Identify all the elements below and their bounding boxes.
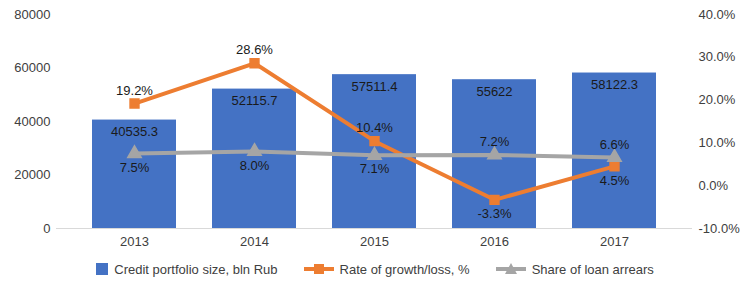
svg-text:2013: 2013: [120, 234, 149, 249]
svg-text:0: 0: [43, 221, 50, 236]
svg-text:10.4%: 10.4%: [356, 120, 393, 135]
svg-text:0.0%: 0.0%: [699, 178, 729, 193]
svg-text:20000: 20000: [14, 167, 50, 182]
svg-text:58122.3: 58122.3: [591, 77, 638, 92]
svg-text:7.2%: 7.2%: [480, 134, 510, 149]
svg-text:-10.0%: -10.0%: [699, 221, 741, 236]
svg-text:7.5%: 7.5%: [120, 160, 150, 175]
svg-text:55622: 55622: [476, 84, 512, 99]
svg-text:2015: 2015: [360, 234, 389, 249]
svg-text:2016: 2016: [480, 234, 509, 249]
svg-text:20.0%: 20.0%: [699, 92, 736, 107]
svg-text:57511.4: 57511.4: [351, 79, 397, 94]
svg-text:40000: 40000: [14, 114, 50, 129]
svg-text:40.0%: 40.0%: [699, 7, 736, 22]
svg-text:10.0%: 10.0%: [699, 135, 736, 150]
svg-text:80000: 80000: [14, 7, 50, 22]
svg-text:8.0%: 8.0%: [240, 158, 270, 173]
html-text:Share of loan arrears: Share of loan arrears: [531, 261, 654, 277]
svg-text:-3.3%: -3.3%: [478, 206, 512, 221]
html-text:Credit portfolio size, bln Rub: Credit portfolio size, bln Rub: [114, 261, 278, 277]
svg-text:7.1%: 7.1%: [360, 161, 390, 176]
svg-text:40535.3: 40535.3: [111, 124, 158, 139]
svg-text:6.6%: 6.6%: [600, 137, 630, 152]
svg-text:2014: 2014: [240, 234, 269, 249]
svg-text:2017: 2017: [600, 234, 629, 249]
svg-text:19.2%: 19.2%: [116, 83, 153, 98]
svg-text:60000: 60000: [14, 60, 50, 75]
svg-text:28.6%: 28.6%: [236, 42, 273, 57]
svg-text:30.0%: 30.0%: [699, 49, 736, 64]
svg-text:4.5%: 4.5%: [600, 173, 630, 188]
svg-text:52115.7: 52115.7: [231, 93, 277, 108]
html-text:Rate of growth/loss, %: Rate of growth/loss, %: [339, 261, 470, 277]
